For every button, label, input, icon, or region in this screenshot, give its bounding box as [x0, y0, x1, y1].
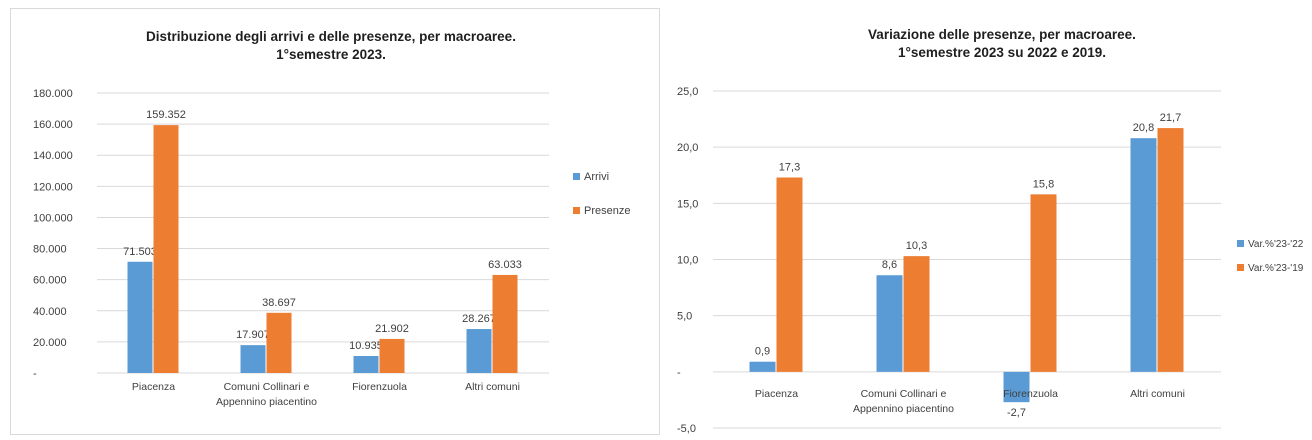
data-label: 21.902 [375, 323, 409, 335]
data-label: 21,7 [1160, 112, 1181, 124]
y-tick-label: 10,0 [677, 255, 698, 267]
legend-swatch [1237, 264, 1244, 271]
category-label: Piacenza [132, 381, 175, 393]
bar-var-23-22 [749, 361, 776, 372]
bar-arrivi [240, 345, 266, 373]
y-tick-label: 20,0 [677, 142, 698, 154]
data-label: 8,6 [882, 259, 897, 271]
legend-label: Presenze [584, 205, 630, 217]
legend-label: Arrivi [584, 171, 609, 183]
data-label: 17,3 [779, 161, 800, 173]
category-label: Piacenza [755, 388, 798, 400]
chart-title-line-1: Distribuzione degli arrivi e delle prese… [146, 29, 516, 44]
category-label: Appennino piacentino [216, 396, 317, 408]
y-tick-label: 60.000 [33, 275, 67, 287]
chart-panel-variation: Variazione delle presenze, per macroaree… [676, 8, 1306, 435]
bar-presenze [153, 125, 179, 373]
y-tick-label: - [33, 368, 37, 380]
y-tick-label: 5,0 [677, 311, 692, 323]
bar-var-23-22 [1130, 138, 1157, 372]
bar-presenze [266, 312, 292, 373]
bar-arrivi [466, 329, 492, 373]
legend-label: Var.%'23-'19 [1248, 263, 1304, 274]
chart-panel-distribution: Distribuzione degli arrivi e delle prese… [10, 8, 660, 435]
bar-var-23-19 [1030, 194, 1057, 372]
legend-swatch [573, 207, 580, 214]
chart-title-line-1: Variazione delle presenze, per macroaree… [868, 27, 1136, 42]
y-tick-label: 25,0 [677, 86, 698, 98]
data-label: 10,3 [906, 240, 927, 252]
category-label: Appennino piacentino [853, 403, 954, 415]
category-label: Comuni Collinari e [861, 388, 947, 400]
y-tick-label: 160.000 [33, 119, 73, 131]
y-tick-label: 180.000 [33, 88, 73, 100]
data-label: 63.033 [488, 259, 522, 271]
y-tick-label: 120.000 [33, 181, 73, 193]
category-label: Comuni Collinari e [224, 381, 310, 393]
bar-var-23-22 [876, 275, 903, 372]
bar-var-23-22 [1003, 371, 1030, 403]
bar-var-23-19 [1157, 128, 1184, 372]
distribution-chart: Distribuzione degli arrivi e delle prese… [33, 29, 630, 408]
chart-title-line-2: 1°semestre 2023. [276, 47, 386, 62]
y-tick-label: -5,0 [677, 423, 696, 435]
bar-presenze [492, 274, 518, 373]
chart-title-line-2: 1°semestre 2023 su 2022 e 2019. [898, 45, 1106, 60]
data-label: 17.907 [236, 329, 270, 341]
y-tick-label: 15,0 [677, 198, 698, 210]
data-label: 15,8 [1033, 178, 1054, 190]
data-label: 20,8 [1133, 122, 1154, 134]
y-tick-label: 40.000 [33, 306, 67, 318]
category-label: Fiorenzuola [352, 381, 407, 393]
data-label: 159.352 [146, 109, 186, 121]
bar-arrivi [127, 261, 153, 373]
data-label: 0,9 [755, 346, 770, 358]
category-label: Fiorenzuola [1003, 388, 1058, 400]
category-label: Altri comuni [465, 381, 520, 393]
bar-arrivi [353, 355, 379, 373]
legend-swatch [1237, 240, 1244, 247]
bar-presenze [379, 338, 405, 373]
legend-swatch [573, 173, 580, 180]
y-tick-label: 80.000 [33, 244, 67, 256]
data-label: 71.503 [123, 246, 157, 258]
bar-var-23-19 [776, 177, 803, 372]
data-label: -2,7 [1007, 407, 1026, 419]
category-label: Altri comuni [1130, 388, 1185, 400]
data-label: 28.267 [462, 313, 496, 325]
legend-label: Var.%'23-'22 [1248, 239, 1304, 250]
data-label: 10.935 [349, 340, 383, 352]
y-tick-label: 20.000 [33, 337, 67, 349]
data-label: 38.697 [262, 297, 296, 309]
bar-var-23-19 [903, 256, 930, 372]
variation-chart: Variazione delle presenze, per macroaree… [677, 27, 1304, 435]
y-tick-label: - [677, 367, 681, 379]
y-tick-label: 140.000 [33, 150, 73, 162]
y-tick-label: 100.000 [33, 212, 73, 224]
